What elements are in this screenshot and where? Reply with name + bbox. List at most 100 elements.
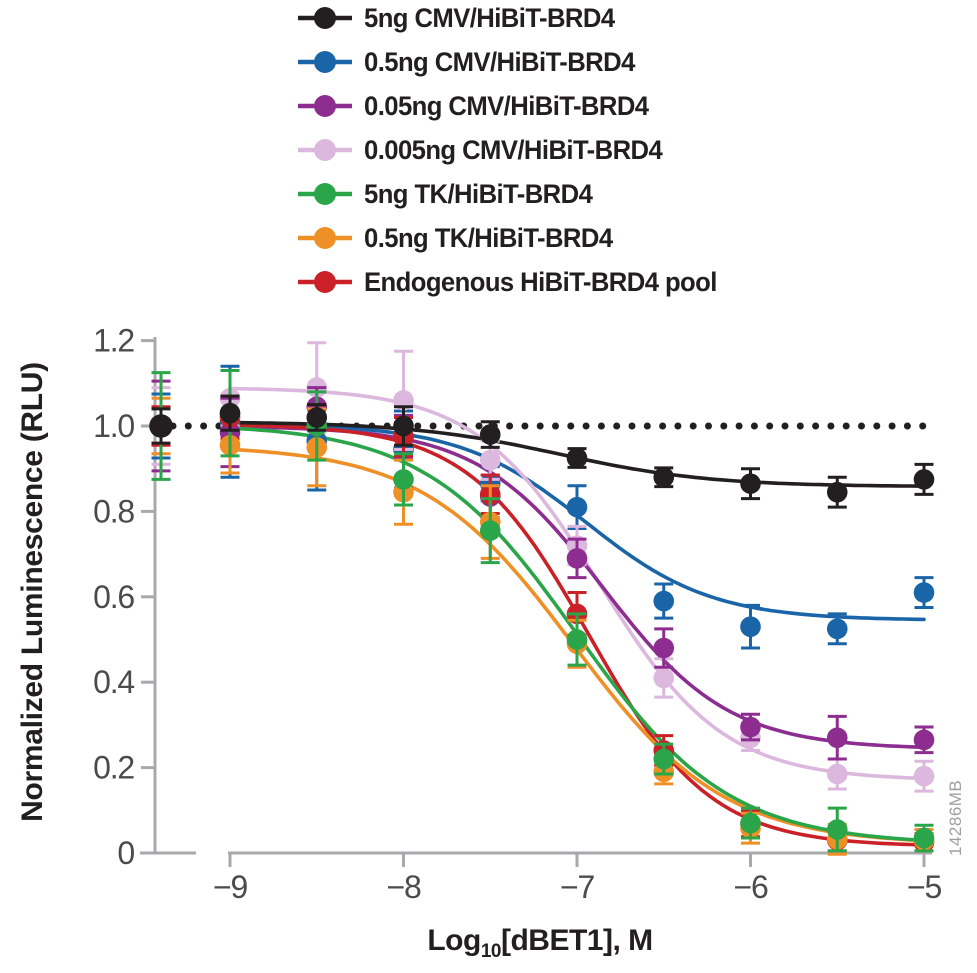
legend-marker-icon (298, 227, 352, 249)
data-point (826, 618, 848, 640)
baseline-dot (689, 422, 697, 430)
data-point (566, 447, 588, 469)
legend-marker-icon (298, 183, 352, 205)
data-point (566, 548, 588, 569)
series-points-endogenous-hibit-brd4-pool (150, 394, 935, 853)
baseline-dot (414, 422, 422, 430)
baseline-dot (720, 422, 728, 430)
baseline-dot (613, 422, 621, 430)
data-point (826, 727, 848, 749)
data-point (566, 629, 588, 650)
y-tick-label: 1.2 (93, 323, 134, 359)
baseline-dot (659, 422, 667, 430)
y-tick-label: 0.2 (93, 750, 134, 786)
fit-curve-path (228, 425, 926, 750)
baseline-dot (429, 422, 437, 430)
baseline-dot (536, 422, 544, 430)
baseline-dot (506, 422, 514, 430)
x-tick-label: −6 (733, 869, 767, 905)
x-tick-label: −5 (907, 869, 941, 905)
legend-dot (314, 271, 336, 293)
data-point (913, 729, 935, 751)
legend-item: 0.05ng CMV/HiBiT-BRD4 (297, 84, 735, 128)
data-point (913, 469, 935, 490)
baseline-dot (582, 422, 590, 430)
data-point (566, 496, 588, 518)
x-tick-label: −9 (213, 869, 247, 905)
data-point (913, 827, 935, 849)
fit-curve-path (228, 386, 926, 781)
baseline-dot (597, 422, 605, 430)
legend: 5ng CMV/HiBiT-BRD4 0.5ng CMV/HiBiT-BRD4 0.… (297, 0, 735, 304)
fit-curve-0-005ng-cmv-hibit-brd4 (228, 386, 926, 781)
y-tick-label: 1.0 (93, 408, 134, 444)
data-point (653, 637, 675, 659)
watermark-text: 14286MB (946, 779, 965, 856)
data-point (826, 481, 848, 503)
baseline-dot (705, 422, 712, 430)
baseline-dot (200, 422, 208, 430)
legend-item: 5ng TK/HiBiT-BRD4 (297, 172, 735, 216)
data-point (913, 765, 935, 787)
series-points-5ng-tk-hibit-brd4 (150, 368, 935, 853)
data-point (653, 466, 675, 488)
x-axis-title: Log10[dBET1], M (340, 924, 740, 963)
data-point (913, 582, 935, 603)
y-axis-title: Normalized Luminescence (RLU) (16, 362, 49, 822)
data-point (479, 520, 501, 541)
baseline-dot (674, 422, 682, 430)
legend-marker-icon (298, 95, 352, 117)
legend-item: 5ng CMV/HiBiT-BRD4 (297, 0, 735, 40)
series-points-0-005ng-cmv-hibit-brd4 (150, 341, 935, 793)
y-tick-label: 0.8 (93, 493, 134, 529)
baseline-dot (552, 422, 559, 430)
data-point (740, 716, 761, 738)
data-point (653, 667, 675, 689)
legend-dot (314, 7, 336, 29)
data-point (826, 763, 848, 785)
data-point (740, 616, 761, 637)
fit-curve-0-05ng-cmv-hibit-brd4 (228, 425, 926, 750)
baseline-dot (184, 422, 192, 430)
baseline-dot (919, 422, 927, 430)
legend-marker-icon (298, 139, 352, 161)
legend-dot (314, 183, 336, 205)
legend-dot (314, 227, 336, 249)
x-axis-title-suffix: [dBET1], M (500, 924, 653, 957)
data-point (149, 414, 173, 438)
legend-dot (314, 139, 336, 161)
y-tick-label: 0 (117, 835, 134, 871)
baseline-dot (766, 422, 774, 430)
baseline-dot (444, 422, 452, 430)
legend-marker-icon (298, 51, 352, 73)
baseline-dot (873, 422, 881, 430)
baseline-dot (842, 422, 850, 430)
baseline-dot (858, 422, 865, 430)
legend-item-label: 0.05ng CMV/HiBiT-BRD4 (364, 90, 649, 121)
legend-marker-icon (298, 271, 352, 293)
baseline-dot (781, 422, 789, 430)
baseline-dot (903, 422, 911, 430)
data-point (479, 449, 501, 471)
legend-item-label: 5ng TK/HiBiT-BRD4 (364, 178, 593, 209)
baseline-dot (628, 422, 636, 430)
data-point (393, 415, 414, 437)
baseline-dot (567, 422, 575, 430)
data-point (393, 469, 414, 490)
data-point (219, 402, 241, 424)
legend-dot (314, 51, 336, 73)
legend-dot (314, 95, 336, 117)
x-axis-title-prefix: Log (427, 924, 481, 957)
legend-item-label: 0.005ng CMV/HiBiT-BRD4 (364, 134, 663, 165)
baseline-dot (735, 422, 743, 430)
baseline-dot (812, 422, 820, 430)
x-tick-labels: −9 −8 −7 −6 −5 (213, 869, 943, 905)
x-tick-label: −8 (386, 869, 420, 905)
legend-item: 0.5ng TK/HiBiT-BRD4 (297, 216, 735, 260)
baseline-dot (827, 422, 835, 430)
legend-item-label: 5ng CMV/HiBiT-BRD4 (364, 2, 615, 33)
data-point (479, 424, 501, 445)
baseline-dot (475, 422, 483, 430)
y-tick-label: 0.6 (93, 579, 134, 615)
